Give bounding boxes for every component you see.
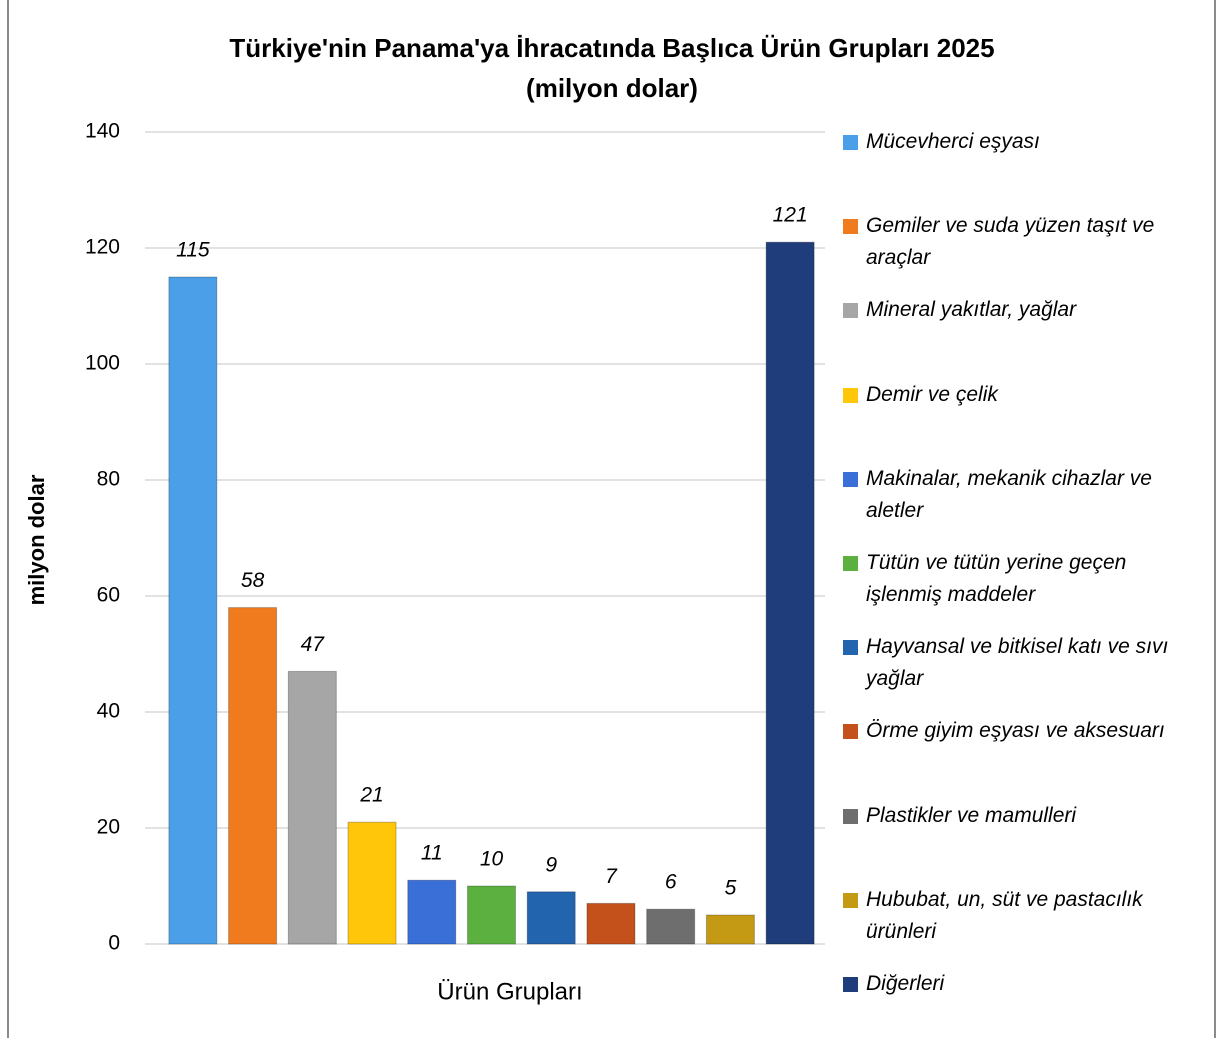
legend-label: Gemiler ve suda yüzen taşıt ve araçlar — [866, 214, 1155, 270]
legend-swatch — [843, 471, 858, 487]
chart-subtitle: (milyon dolar) — [526, 73, 698, 103]
legend-label: Mineral yakıtlar, yağlar — [866, 298, 1077, 322]
legend-label: Hububat, un, süt ve pastacılık ürünleri — [866, 887, 1143, 943]
legend-item: Hayvansal ve bitkisel katı ve sıvı yağla… — [843, 631, 1203, 695]
legend-label: Mücevherci eşyası — [866, 130, 1040, 153]
value-label: 10 — [480, 848, 504, 871]
legend-label: Makinalar, mekanik cihazlar ve aletler — [866, 466, 1152, 522]
legend-item: Tütün ve tütün yerine geçen işlenmiş mad… — [843, 547, 1203, 611]
legend-item: Demir ve çelik — [843, 379, 1203, 411]
frame — [7, 0, 1216, 1038]
legend-item: Hububat, un, süt ve pastacılık ürünleri — [843, 884, 1203, 948]
legend-item: Makinalar, mekanik cihazlar ve aletler — [843, 463, 1203, 527]
value-label: 58 — [241, 569, 265, 592]
y-tick-label: 0 — [108, 932, 120, 955]
legend-label: Örme giyim eşyası ve aksesuarı — [866, 719, 1165, 743]
y-tick-label: 120 — [85, 236, 120, 259]
y-tick-label: 80 — [97, 468, 120, 491]
bar — [287, 670, 337, 945]
legend-label: Plastikler ve mamulleri — [866, 803, 1077, 827]
value-label: 115 — [176, 239, 210, 262]
bar — [765, 241, 815, 945]
y-tick-label: 40 — [97, 700, 120, 723]
value-label: 11 — [421, 842, 443, 865]
bar — [407, 879, 457, 945]
y-tick-label: 100 — [85, 352, 120, 375]
legend-swatch — [843, 977, 858, 992]
legend-label: Tütün ve tütün yerine geçen işlenmiş mad… — [866, 551, 1127, 606]
bar — [646, 908, 696, 945]
bar — [228, 607, 278, 945]
legend-item: Diğerleri — [843, 968, 1203, 1000]
legend-swatch — [843, 135, 858, 150]
legend-item: Mineral yakıtlar, yağlar — [843, 294, 1203, 326]
legend-swatch — [843, 640, 858, 656]
legend-swatch — [843, 219, 858, 235]
y-tick-label: 20 — [97, 816, 120, 839]
bar — [467, 885, 516, 945]
legend-item: Mücevherci eşyası — [843, 126, 1203, 158]
legend-item: Gemiler ve suda yüzen taşıt ve araçlar — [843, 210, 1203, 274]
legend-swatch — [843, 303, 858, 319]
value-label: 9 — [545, 853, 557, 876]
x-axis-title: Ürün Grupları — [437, 978, 582, 1005]
value-label: 7 — [605, 865, 618, 888]
value-label: 21 — [359, 784, 383, 807]
legend-swatch — [843, 808, 858, 824]
bar — [586, 902, 636, 945]
legend-label: Hayvansal ve bitkisel katı ve sıvı yağla… — [866, 635, 1169, 691]
legend-swatch — [843, 892, 858, 908]
legend-swatch — [843, 724, 858, 740]
bar — [526, 891, 576, 945]
y-tick-label: 140 — [85, 120, 120, 143]
legend-swatch — [843, 387, 858, 403]
y-axis-title: milyon dolar — [24, 474, 49, 605]
legend-item: Örme giyim eşyası ve aksesuarı — [843, 715, 1203, 747]
chart-title: Türkiye'nin Panama'ya İhracatında Başlıc… — [229, 33, 994, 63]
legend-label: Diğerleri — [866, 972, 945, 995]
value-label: 121 — [773, 204, 808, 227]
bar — [347, 821, 397, 945]
value-label: 5 — [725, 877, 737, 900]
bar — [168, 276, 218, 945]
legend-swatch — [843, 556, 858, 571]
value-label: 47 — [301, 633, 326, 656]
y-tick-label: 60 — [97, 584, 120, 607]
legend-item: Plastikler ve mamulleri — [843, 800, 1203, 832]
value-label: 6 — [665, 871, 677, 894]
bar — [705, 914, 755, 945]
legend-label: Demir ve çelik — [866, 382, 998, 406]
